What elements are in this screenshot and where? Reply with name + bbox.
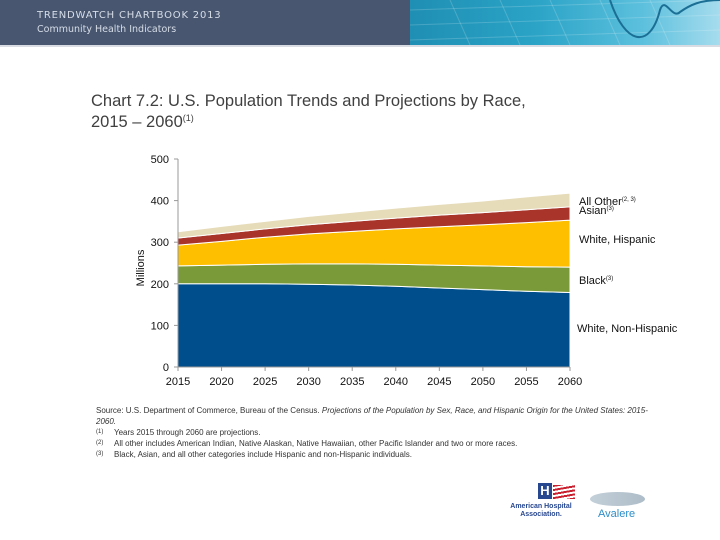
footnote-number: (2) [96, 440, 104, 446]
x-tick-label: 2020 [209, 376, 233, 388]
source-title: Projections of the Population by Sex, Ra… [96, 406, 648, 426]
aha-text-line1: American Hospital [510, 503, 572, 510]
chart-title-line2: 2015 – 2060 [91, 113, 183, 131]
aha-logo-text: American Hospital Association. [505, 503, 577, 519]
avalere-logo: Avalere [585, 490, 655, 525]
population-area-chart: 0 100 200 300 400 500 2015 2020 2025 2030 2035 2040… [135, 154, 583, 388]
series-label: Asian(3) [579, 205, 614, 217]
footnote-number: (1) [96, 429, 104, 435]
series-label: Black(3) [579, 275, 613, 287]
source-note: Source: U.S. Department of Commerce, Bur… [96, 405, 656, 427]
x-tick-label: 2030 [296, 376, 320, 388]
footnotes: Source: U.S. Department of Commerce, Bur… [96, 405, 656, 460]
y-tick-label: 200 [151, 279, 169, 291]
y-tick-label: 0 [163, 362, 169, 374]
series-label: White, Hispanic [579, 234, 655, 246]
footnote-2: (2) All other includes American Indian, N… [96, 438, 656, 449]
banner-wave-icon [410, 0, 720, 45]
footnote-3: (3) Black, Asian, and all other categorie… [96, 449, 656, 460]
series-label: White, Non-Hispanic [577, 323, 677, 335]
footnote-text: All other includes American Indian, Nati… [114, 439, 518, 448]
x-tick-label: 2055 [514, 376, 538, 388]
x-tick-label: 2040 [384, 376, 408, 388]
series-footnote: (3) [605, 275, 614, 282]
x-tick-label: 2060 [558, 376, 582, 388]
chart-title-line1: Chart 7.2: U.S. Population Trends and Pr… [91, 92, 526, 110]
aha-logo: H American Hospital Association. [505, 483, 577, 528]
series-footnote: (3) [606, 206, 614, 213]
area-series-group [177, 192, 571, 368]
banner-graphic [410, 0, 720, 45]
series-name: All Other [579, 195, 622, 208]
chart-title-footnote: (1) [182, 113, 194, 123]
header-banner: TRENDWATCH CHARTBOOK 2013 Community Heal… [0, 0, 720, 45]
axes-group: 0 100 200 300 400 500 2015 2020 2025 2030 2035 2040… [151, 154, 583, 388]
header-divider [0, 45, 720, 47]
series-name: White, Non-Hispanic [577, 322, 678, 335]
aha-h-icon: H [538, 483, 552, 499]
chart-title: Chart 7.2: U.S. Population Trends and Pr… [91, 93, 526, 131]
x-tick-label: 2025 [253, 376, 277, 388]
series-name: Asian [579, 205, 607, 218]
aha-text-line2: Association. [520, 511, 562, 518]
footnote-text: Years 2015 through 2060 are projections. [114, 428, 261, 437]
x-tick-label: 2050 [471, 376, 495, 388]
y-tick-label: 100 [151, 320, 169, 332]
area-all-other [177, 192, 571, 239]
avalere-wing-icon [590, 492, 645, 506]
footnote-1: (1) Years 2015 through 2060 are projectio… [96, 427, 656, 438]
x-tick-label: 2035 [340, 376, 364, 388]
area-white-non-hispanic [177, 283, 571, 368]
footnote-text: Black, Asian, and all other categories i… [114, 450, 412, 459]
y-tick-label: 300 [151, 237, 169, 249]
source-prefix: Source: U.S. Department of Commerce, Bur… [96, 406, 322, 415]
chartbook-title: TRENDWATCH CHARTBOOK 2013 [37, 10, 222, 21]
flag-icon [553, 485, 575, 499]
series-name: Black [579, 274, 606, 287]
y-axis-label: Millions [135, 249, 147, 286]
chartbook-subtitle: Community Health Indicators [37, 24, 177, 35]
x-tick-label: 2015 [166, 376, 190, 388]
series-footnote: (2, 3) [621, 196, 636, 203]
footnote-number: (3) [96, 451, 104, 457]
y-tick-label: 500 [151, 154, 169, 166]
x-tick-label: 2045 [427, 376, 451, 388]
y-tick-label: 400 [151, 196, 169, 208]
series-label: All Other(2, 3) [579, 196, 636, 208]
series-name: White, Hispanic [579, 233, 656, 246]
avalere-logo-text: Avalere [598, 508, 636, 520]
